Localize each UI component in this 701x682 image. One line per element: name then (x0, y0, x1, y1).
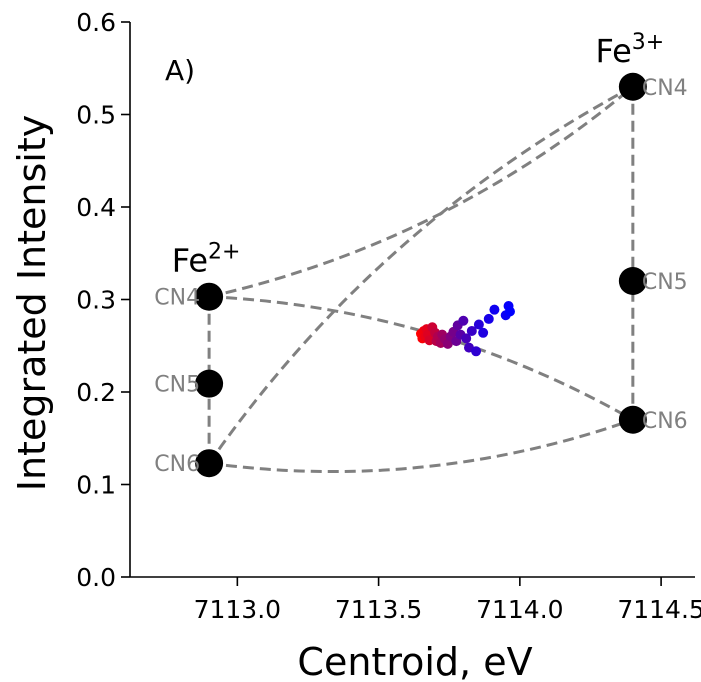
reference-line (208, 85, 634, 299)
ion-label-superscript: 3+ (632, 30, 664, 55)
ion-label: Fe2+ (172, 240, 241, 280)
reference-line (208, 418, 634, 474)
y-tick-label: 0.3 (76, 286, 116, 315)
reference-marker (618, 267, 647, 295)
cn-label: CN5 (154, 373, 200, 398)
x-tick-label: 7113.5 (335, 595, 422, 624)
reference-marker (618, 405, 647, 434)
ion-label-base: Fe (595, 32, 631, 70)
reference-marker (195, 449, 224, 478)
reference-line (209, 295, 634, 422)
data-point (478, 327, 489, 338)
cn-label: CN6 (642, 409, 688, 434)
reference-lines (207, 85, 635, 474)
cn-label: CN5 (642, 270, 688, 295)
data-point (471, 346, 482, 357)
ion-label: Fe3+ (595, 30, 664, 70)
y-tick-label: 0.4 (76, 193, 116, 222)
y-tick-label: 0.6 (76, 8, 116, 37)
data-point (504, 306, 515, 317)
cn-label: CN4 (154, 286, 200, 311)
panel-label: A) (165, 54, 195, 87)
data-point (458, 315, 469, 326)
x-tick-label: 7114.5 (617, 595, 701, 624)
ion-label-base: Fe (172, 242, 208, 280)
cn-label: CN4 (642, 76, 688, 101)
data-point (473, 319, 484, 330)
data-point (461, 333, 472, 344)
y-tick-label: 0.1 (76, 471, 116, 500)
y-axis-title: Integrated Intensity (10, 115, 54, 491)
y-tick-label: 0.0 (76, 563, 116, 592)
ion-label-superscript: 2+ (208, 240, 240, 265)
reference-marker (618, 72, 647, 101)
reference-marker (195, 282, 224, 311)
x-tick-label: 7114.0 (476, 595, 563, 624)
data-point (483, 313, 494, 324)
data-point (489, 304, 500, 315)
data-point (466, 325, 477, 336)
x-axis-title: Centroid, eV (297, 640, 532, 682)
axes: 0.0 0.1 0.2 0.3 0.4 0.5 0.6 7113.0 7113.5 7114.0 7… (76, 8, 701, 624)
cn-label: CN6 (154, 452, 200, 477)
data-points (415, 300, 515, 357)
reference-points (195, 72, 647, 478)
y-tick-label: 0.5 (76, 101, 116, 130)
reference-line (207, 85, 634, 465)
y-tick-label: 0.2 (76, 378, 116, 407)
x-tick-label: 7113.0 (194, 595, 281, 624)
reference-marker (195, 369, 224, 398)
